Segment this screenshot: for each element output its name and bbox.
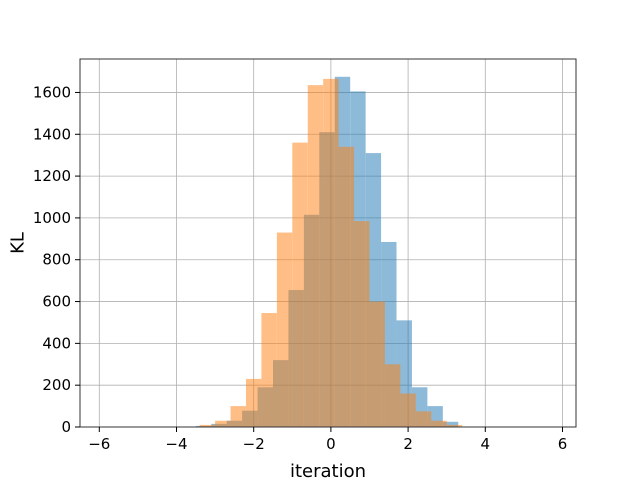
plot-frame [79, 58, 577, 428]
histogram-bar [323, 78, 339, 427]
y-tick-label: 400 [42, 334, 71, 352]
x-tick-label: −6 [88, 435, 110, 453]
y-tick-label: 800 [42, 251, 71, 269]
x-axis-label: iteration [290, 461, 366, 480]
y-tick-label: 200 [42, 376, 71, 394]
histogram-bar [415, 411, 432, 427]
x-tick-label: −2 [243, 435, 265, 453]
axis-ticks: −6 −4 −2 0 2 4 6 0 200 400 600 800 1000 1200 1400 1600 [33, 83, 567, 453]
y-tick-label: 0 [61, 418, 71, 436]
histogram-bar [276, 232, 293, 427]
histogram-bar [245, 378, 262, 427]
y-tick-label: 1000 [33, 209, 71, 227]
y-tick-label: 1200 [33, 167, 71, 185]
histogram-bar [215, 420, 231, 427]
histogram-bar [354, 221, 370, 427]
x-tick-label: −4 [165, 435, 187, 453]
histogram-bar [199, 424, 216, 427]
histogram-bar [338, 146, 355, 427]
x-tick-label: 2 [403, 435, 413, 453]
x-tick-label: 6 [558, 435, 568, 453]
y-tick-label: 1400 [33, 125, 71, 143]
y-axis-label: KL [8, 232, 29, 254]
histogram-bar [400, 393, 416, 427]
histogram-bars [195, 76, 463, 428]
x-tick-label: 4 [481, 435, 491, 453]
series-1 [199, 78, 463, 428]
histogram-bar [431, 420, 447, 427]
x-tick-label: 0 [326, 435, 336, 453]
histogram-bar [442, 421, 459, 427]
histogram-bar [384, 364, 401, 427]
y-tick-label: 1600 [33, 83, 71, 101]
histogram-bar [292, 142, 308, 428]
histogram-bar [230, 406, 246, 427]
histogram-bar [261, 313, 277, 427]
histogram-bar [307, 85, 324, 428]
histogram-bar [446, 424, 463, 427]
y-tick-label: 600 [42, 293, 71, 311]
histogram-bar [369, 301, 385, 427]
